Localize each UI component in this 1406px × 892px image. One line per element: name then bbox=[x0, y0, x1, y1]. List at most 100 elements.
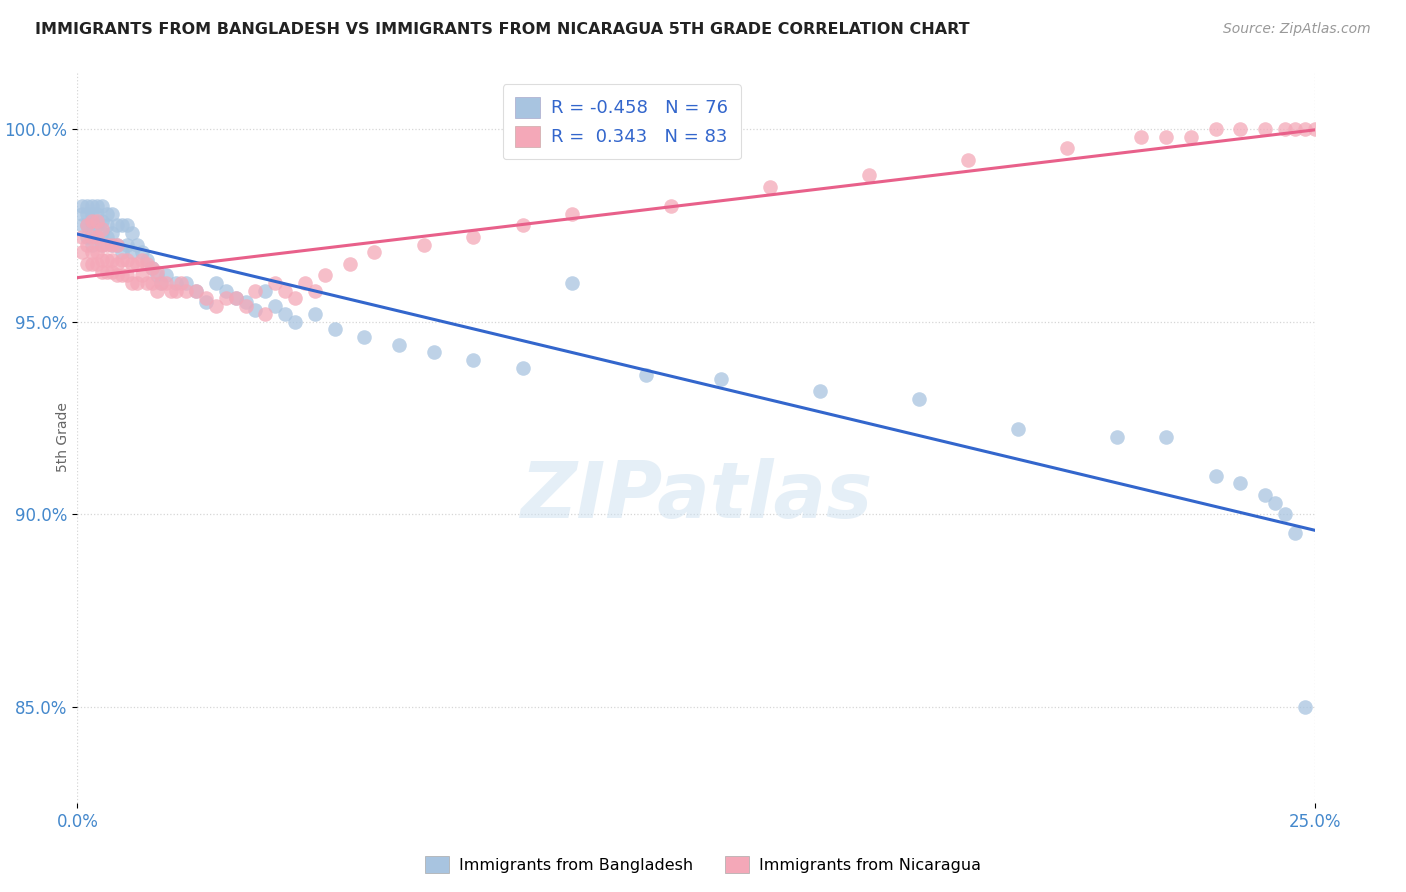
Legend: Immigrants from Bangladesh, Immigrants from Nicaragua: Immigrants from Bangladesh, Immigrants f… bbox=[419, 849, 987, 880]
Point bbox=[121, 226, 143, 240]
Point bbox=[72, 245, 94, 260]
Point bbox=[225, 292, 247, 306]
Point bbox=[1154, 129, 1177, 144]
Point bbox=[808, 384, 831, 398]
Point bbox=[225, 292, 247, 306]
Point bbox=[86, 245, 108, 260]
Point bbox=[111, 219, 134, 233]
Point bbox=[141, 260, 163, 275]
Point bbox=[1105, 430, 1128, 444]
Point bbox=[76, 230, 98, 244]
Text: ZIPatlas: ZIPatlas bbox=[520, 458, 872, 533]
Point bbox=[82, 230, 104, 244]
Point bbox=[205, 276, 228, 290]
Point bbox=[165, 284, 187, 298]
Point bbox=[131, 245, 153, 260]
Point bbox=[115, 252, 138, 267]
Point bbox=[155, 276, 177, 290]
Point bbox=[96, 207, 118, 221]
Point bbox=[1007, 422, 1029, 436]
Point bbox=[111, 252, 134, 267]
Point bbox=[82, 226, 104, 240]
Point bbox=[135, 252, 157, 267]
Point bbox=[76, 199, 98, 213]
Point bbox=[76, 257, 98, 271]
Point bbox=[82, 207, 104, 221]
Point bbox=[245, 284, 267, 298]
Point bbox=[1264, 495, 1286, 509]
Point bbox=[512, 360, 534, 375]
Point bbox=[86, 207, 108, 221]
Point bbox=[412, 237, 434, 252]
Point bbox=[115, 219, 138, 233]
Point bbox=[135, 257, 157, 271]
Point bbox=[86, 219, 108, 233]
Point bbox=[91, 199, 114, 213]
Point bbox=[1303, 122, 1326, 136]
Point bbox=[294, 276, 316, 290]
Point bbox=[759, 179, 782, 194]
Point bbox=[101, 237, 124, 252]
Point bbox=[907, 392, 929, 406]
Point bbox=[91, 252, 114, 267]
Point bbox=[91, 237, 114, 252]
Point bbox=[145, 284, 167, 298]
Point bbox=[388, 337, 411, 351]
Point bbox=[150, 276, 173, 290]
Point bbox=[512, 219, 534, 233]
Point bbox=[82, 199, 104, 213]
Point bbox=[91, 237, 114, 252]
Point bbox=[105, 268, 128, 283]
Point bbox=[91, 222, 114, 236]
Point bbox=[82, 214, 104, 228]
Point bbox=[165, 276, 187, 290]
Point bbox=[659, 199, 682, 213]
Point bbox=[155, 268, 177, 283]
Point bbox=[254, 284, 277, 298]
Point bbox=[105, 219, 128, 233]
Point bbox=[135, 276, 157, 290]
Point bbox=[121, 257, 143, 271]
Legend: R = -0.458   N = 76, R =  0.343   N = 83: R = -0.458 N = 76, R = 0.343 N = 83 bbox=[502, 84, 741, 159]
Point bbox=[1284, 526, 1306, 541]
Point bbox=[76, 219, 98, 233]
Point bbox=[86, 199, 108, 213]
Point bbox=[184, 284, 207, 298]
Point bbox=[82, 214, 104, 228]
Point bbox=[101, 226, 124, 240]
Text: IMMIGRANTS FROM BANGLADESH VS IMMIGRANTS FROM NICARAGUA 5TH GRADE CORRELATION CH: IMMIGRANTS FROM BANGLADESH VS IMMIGRANTS… bbox=[35, 22, 970, 37]
Point bbox=[82, 237, 104, 252]
Point bbox=[96, 252, 118, 267]
Point bbox=[304, 307, 326, 321]
Point bbox=[82, 245, 104, 260]
Point bbox=[1130, 129, 1153, 144]
Point bbox=[264, 299, 287, 313]
Point bbox=[463, 353, 485, 368]
Point bbox=[195, 292, 218, 306]
Point bbox=[101, 207, 124, 221]
Point bbox=[86, 257, 108, 271]
Point bbox=[215, 292, 238, 306]
Point bbox=[105, 257, 128, 271]
Point bbox=[1180, 129, 1202, 144]
Point bbox=[96, 237, 118, 252]
Point bbox=[1284, 122, 1306, 136]
Point bbox=[91, 214, 114, 228]
Point bbox=[1294, 699, 1316, 714]
Point bbox=[141, 260, 163, 275]
Point bbox=[184, 284, 207, 298]
Point bbox=[264, 276, 287, 290]
Point bbox=[111, 245, 134, 260]
Point bbox=[463, 230, 485, 244]
Point bbox=[125, 276, 148, 290]
Point bbox=[76, 219, 98, 233]
Point bbox=[235, 299, 257, 313]
Point bbox=[160, 284, 183, 298]
Point bbox=[205, 299, 228, 313]
Point bbox=[91, 264, 114, 278]
Point bbox=[131, 252, 153, 267]
Point bbox=[72, 199, 94, 213]
Point bbox=[101, 252, 124, 267]
Point bbox=[91, 226, 114, 240]
Point bbox=[957, 153, 980, 167]
